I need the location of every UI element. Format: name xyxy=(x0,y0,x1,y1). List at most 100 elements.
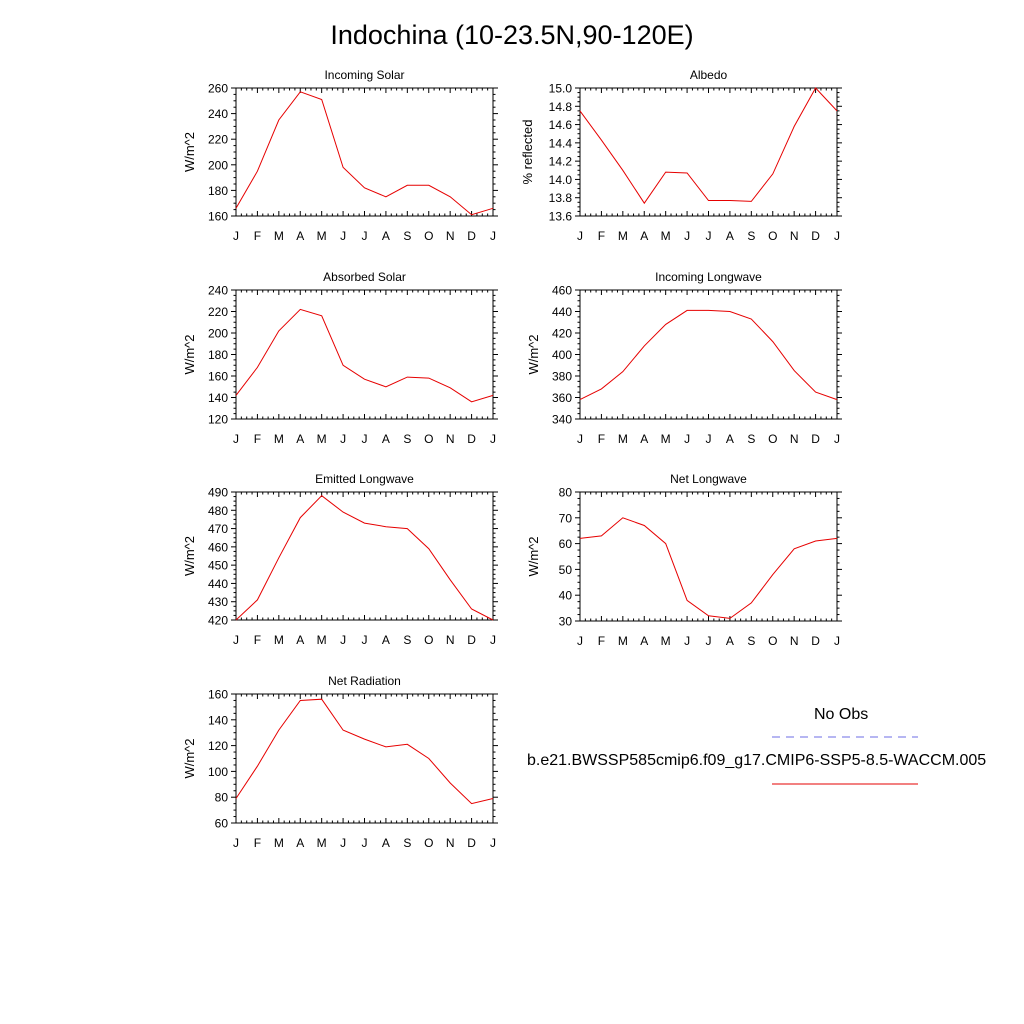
x-tick-label: J xyxy=(684,634,690,648)
x-tick-label: S xyxy=(747,229,755,243)
x-tick-label: J xyxy=(490,633,496,647)
x-tick-label: J xyxy=(490,836,496,850)
x-tick-label: O xyxy=(768,634,777,648)
x-tick-label: S xyxy=(403,432,411,446)
panel-title: Absorbed Solar xyxy=(323,270,406,284)
y-tick-label: 100 xyxy=(208,765,228,779)
x-tick-label: D xyxy=(467,229,476,243)
x-tick-label: J xyxy=(362,836,368,850)
x-tick-label: S xyxy=(747,634,755,648)
y-tick-label: 420 xyxy=(552,327,572,341)
y-tick-label: 14.2 xyxy=(549,155,573,169)
x-tick-label: J xyxy=(577,229,583,243)
y-tick-label: 60 xyxy=(559,537,573,551)
y-tick-label: 220 xyxy=(208,133,228,147)
y-tick-label: 14.8 xyxy=(549,100,573,114)
x-tick-label: S xyxy=(403,633,411,647)
x-tick-label: J xyxy=(362,432,368,446)
y-tick-label: 460 xyxy=(208,540,228,554)
x-tick-label: J xyxy=(340,633,346,647)
x-tick-label: A xyxy=(640,229,648,243)
y-tick-label: 450 xyxy=(208,559,228,573)
legend-obs-line xyxy=(772,736,918,738)
x-tick-label: J xyxy=(706,229,712,243)
x-tick-label: J xyxy=(684,229,690,243)
x-tick-label: J xyxy=(490,229,496,243)
x-tick-label: F xyxy=(254,432,261,446)
y-tick-label: 70 xyxy=(559,511,573,525)
plot-frame xyxy=(235,491,494,621)
x-tick-label: A xyxy=(296,836,304,850)
series-line-0 xyxy=(579,517,838,619)
x-tick-label: N xyxy=(446,432,455,446)
panel-title: Albedo xyxy=(690,68,728,82)
x-tick-label: M xyxy=(661,229,671,243)
y-tick-label: 460 xyxy=(552,284,572,298)
y-tick-label: 200 xyxy=(208,158,228,172)
x-tick-label: S xyxy=(747,432,755,446)
x-tick-label: M xyxy=(274,633,284,647)
x-tick-label: N xyxy=(446,229,455,243)
x-tick-label: J xyxy=(233,836,239,850)
x-tick-label: N xyxy=(790,229,799,243)
y-tick-label: 160 xyxy=(208,688,228,702)
y-tick-label: 220 xyxy=(208,305,228,319)
y-tick-label: 13.8 xyxy=(549,191,573,205)
x-tick-label: M xyxy=(661,432,671,446)
x-tick-label: F xyxy=(598,229,605,243)
x-tick-label: S xyxy=(403,229,411,243)
x-tick-label: M xyxy=(274,432,284,446)
y-tick-label: 160 xyxy=(208,370,228,384)
x-tick-label: J xyxy=(340,229,346,243)
y-tick-label: 480 xyxy=(208,504,228,518)
x-tick-label: F xyxy=(254,633,261,647)
y-tick-label: 430 xyxy=(208,595,228,609)
legend-obs-label: No Obs xyxy=(814,706,869,723)
y-axis-label: W/m^2 xyxy=(526,536,541,576)
x-tick-label: S xyxy=(403,836,411,850)
y-tick-label: 14.4 xyxy=(549,136,573,150)
y-tick-label: 40 xyxy=(559,589,573,603)
y-tick-label: 80 xyxy=(215,791,229,805)
x-tick-label: J xyxy=(706,432,712,446)
y-tick-label: 120 xyxy=(208,413,228,427)
plot-frame xyxy=(579,491,838,622)
y-tick-label: 240 xyxy=(208,107,228,121)
x-tick-label: J xyxy=(362,633,368,647)
y-tick-label: 470 xyxy=(208,522,228,536)
y-axis-label: % reflected xyxy=(520,119,535,184)
y-tick-label: 140 xyxy=(208,391,228,405)
x-tick-label: J xyxy=(577,432,583,446)
y-tick-label: 240 xyxy=(208,284,228,298)
y-tick-label: 490 xyxy=(208,486,228,500)
page-title: Indochina (10-23.5N,90-120E) xyxy=(330,20,694,50)
plot-frame xyxy=(235,289,494,420)
y-axis-label: W/m^2 xyxy=(182,132,197,172)
panel-title: Emitted Longwave xyxy=(315,472,414,486)
y-tick-label: 200 xyxy=(208,327,228,341)
x-tick-label: M xyxy=(274,229,284,243)
x-tick-label: O xyxy=(768,229,777,243)
panel-title: Incoming Longwave xyxy=(655,270,762,284)
y-tick-label: 380 xyxy=(552,370,572,384)
x-tick-label: A xyxy=(726,432,734,446)
x-tick-label: F xyxy=(598,634,605,648)
x-tick-label: J xyxy=(340,432,346,446)
series-line-0 xyxy=(579,309,838,401)
x-tick-label: A xyxy=(382,836,390,850)
y-tick-label: 140 xyxy=(208,713,228,727)
x-tick-label: A xyxy=(726,229,734,243)
x-tick-label: A xyxy=(296,229,304,243)
y-tick-label: 180 xyxy=(208,184,228,198)
x-tick-label: M xyxy=(274,836,284,850)
y-tick-label: 160 xyxy=(208,210,228,224)
x-tick-label: A xyxy=(382,432,390,446)
panel-4: J F M A M J J A S O N D J420430440450460470480490Emi… xyxy=(182,472,498,647)
x-tick-label: J xyxy=(684,432,690,446)
x-tick-label: M xyxy=(618,634,628,648)
series-line-0 xyxy=(235,91,494,216)
y-axis-label: W/m^2 xyxy=(526,334,541,374)
panel-title: Net Radiation xyxy=(328,674,401,688)
x-tick-label: O xyxy=(424,633,433,647)
